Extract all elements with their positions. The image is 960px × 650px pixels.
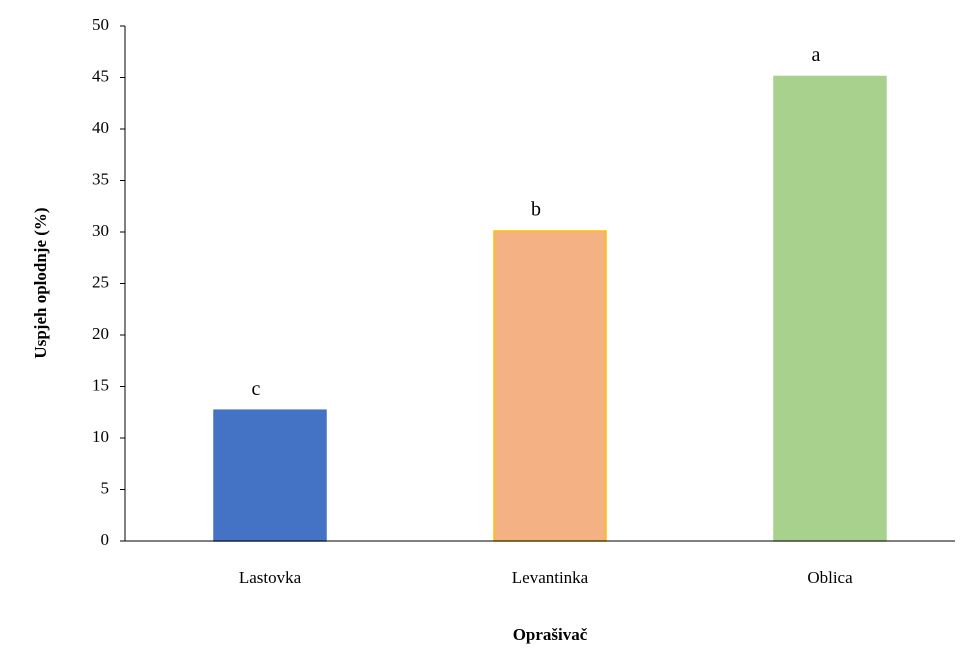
x-tick-label: Oblica <box>807 568 853 587</box>
annotation: b <box>531 199 541 221</box>
y-tick-label: 50 <box>92 15 109 34</box>
annotation: c <box>252 378 261 400</box>
x-axis-title: Oprašivač <box>513 625 588 644</box>
x-tick-label: Lastovka <box>239 568 302 587</box>
y-tick-label: 0 <box>101 530 110 549</box>
annotation: a <box>812 44 821 66</box>
y-tick-label: 45 <box>92 66 109 85</box>
y-axis-title: Uspjeh oplodnje (%) <box>31 207 50 358</box>
y-tick-label: 30 <box>92 221 109 240</box>
bar <box>213 409 327 542</box>
bar <box>773 75 887 542</box>
y-tick-label: 25 <box>92 272 109 291</box>
y-tick-label: 15 <box>92 375 109 394</box>
y-tick-label: 40 <box>92 118 109 137</box>
bar <box>493 230 607 542</box>
y-tick-label: 35 <box>92 169 109 188</box>
x-tick-label: Levantinka <box>512 568 589 587</box>
y-tick-label: 5 <box>101 478 110 497</box>
y-tick-label: 10 <box>92 427 109 446</box>
y-tick-label: 20 <box>92 324 109 343</box>
